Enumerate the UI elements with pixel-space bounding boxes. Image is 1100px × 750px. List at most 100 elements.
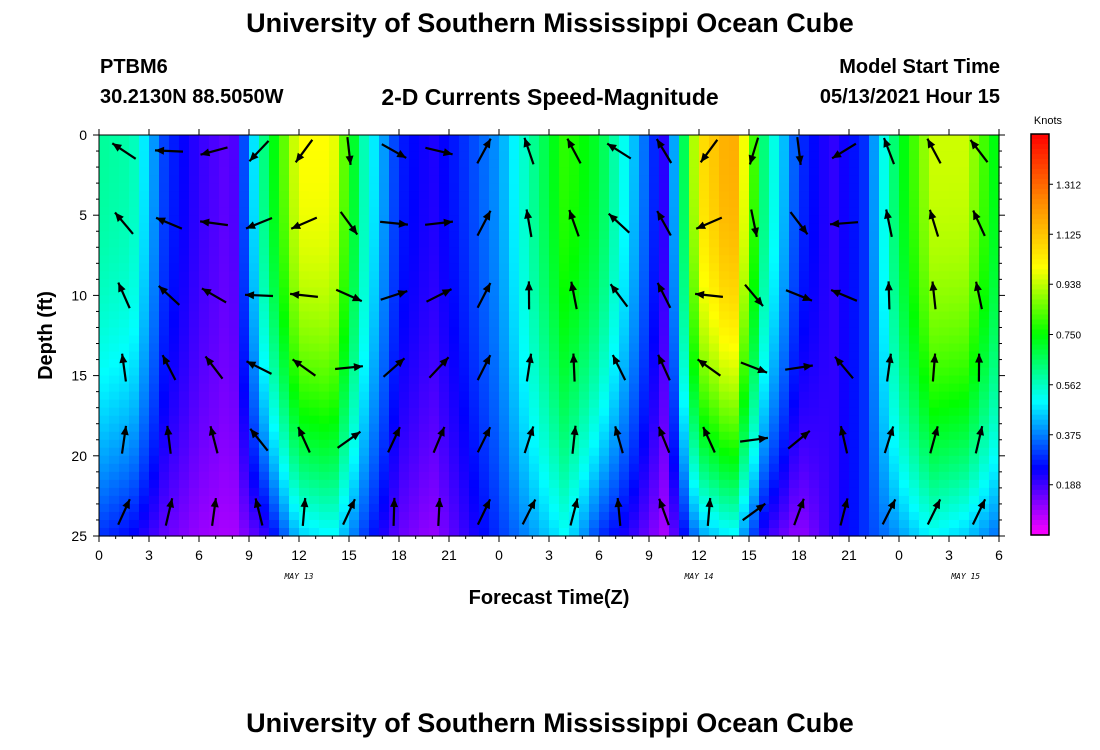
current-vector-arrow (699, 139, 719, 163)
heatmap-cell (759, 399, 770, 409)
heatmap-cell (609, 391, 620, 401)
heatmap-cell (599, 407, 610, 417)
heatmap-cell (139, 199, 150, 208)
heatmap-cell (539, 447, 550, 457)
heatmap-cell (639, 247, 650, 256)
heatmap-cell (529, 151, 540, 160)
current-vector-arrow (569, 353, 578, 382)
heatmap-cell (869, 311, 880, 321)
heatmap-cell (199, 335, 210, 345)
heatmap-cell (449, 335, 460, 345)
station-coordinates: 30.2130N 88.5050W (100, 86, 284, 108)
heatmap-cell (259, 511, 270, 521)
heatmap-cell (769, 199, 780, 208)
heatmap-cell (529, 335, 540, 345)
heatmap-cell (549, 487, 560, 497)
heatmap-cell (529, 351, 540, 361)
heatmap-cell (409, 447, 420, 457)
heatmap-cell (809, 271, 820, 280)
heatmap-cell (429, 439, 440, 449)
heatmap-cell (499, 495, 510, 505)
heatmap-cell (359, 479, 370, 489)
heatmap-cell (679, 215, 690, 224)
heatmap-cell (809, 247, 820, 256)
heatmap-cell (449, 399, 460, 409)
heatmap-cell (959, 351, 970, 361)
heatmap-cell (959, 415, 970, 425)
heatmap-cell (619, 263, 630, 272)
heatmap-cell (859, 439, 870, 449)
heatmap-cell (629, 519, 640, 529)
heatmap-cell (499, 159, 510, 168)
heatmap-cell (589, 407, 600, 417)
heatmap-cell (589, 239, 600, 248)
heatmap-cell (459, 359, 470, 369)
heatmap-cell (779, 471, 790, 481)
heatmap-cell (759, 135, 770, 144)
heatmap-cell (749, 527, 760, 537)
heatmap-cell (209, 351, 220, 361)
heatmap-cell (439, 447, 450, 457)
heatmap-cell (889, 423, 900, 433)
heatmap-cell (889, 183, 900, 192)
heatmap-cell (809, 303, 820, 313)
heatmap-cell (819, 287, 830, 296)
heatmap-cell (939, 447, 950, 457)
heatmap-cell (679, 503, 690, 513)
heatmap-cell (219, 287, 230, 296)
heatmap-cell (259, 295, 270, 305)
heatmap-cell (759, 223, 770, 232)
heatmap-cell (729, 479, 740, 489)
heatmap-cell (839, 511, 850, 521)
heatmap-cell (909, 407, 920, 417)
heatmap-cell (649, 527, 660, 537)
heatmap-cell (959, 319, 970, 329)
heatmap-cell (399, 383, 410, 393)
heatmap-cell (179, 215, 190, 224)
heatmap-cell (989, 407, 1000, 417)
heatmap-cell (919, 399, 930, 409)
heatmap-cell (99, 391, 110, 401)
current-vector-arrow (335, 288, 363, 303)
heatmap-cell (269, 495, 280, 505)
heatmap-cell (499, 367, 510, 377)
heatmap-cell (289, 207, 300, 216)
heatmap-cell (679, 199, 690, 208)
heatmap-cell (899, 231, 910, 240)
heatmap-cell (659, 303, 670, 313)
heatmap-cell (939, 319, 950, 329)
heatmap-cell (779, 479, 790, 489)
heatmap-cell (279, 287, 290, 296)
heatmap-cell (989, 143, 1000, 152)
heatmap-cell (559, 407, 570, 417)
heatmap-cell (149, 487, 160, 497)
heatmap-cell (859, 487, 870, 497)
heatmap-cell (199, 135, 210, 144)
heatmap-cell (229, 167, 240, 176)
heatmap-cell (309, 327, 320, 337)
heatmap-cell (879, 239, 890, 248)
heatmap-cell (229, 431, 240, 441)
heatmap-cell (409, 351, 420, 361)
heatmap-cell (919, 191, 930, 200)
heatmap-cell (709, 519, 720, 529)
heatmap-cell (879, 495, 890, 505)
heatmap-cell (219, 407, 230, 417)
heatmap-cell (129, 439, 140, 449)
heatmap-cell (839, 455, 850, 465)
heatmap-cell (339, 263, 350, 272)
heatmap-cell (599, 375, 610, 385)
heatmap-cell (789, 151, 800, 160)
heatmap-cell (679, 415, 690, 425)
heatmap-cell (889, 415, 900, 425)
heatmap-cell (129, 415, 140, 425)
heatmap-cell (279, 319, 290, 329)
heatmap-cell (649, 415, 660, 425)
heatmap-cell (479, 423, 490, 433)
heatmap-cell (239, 343, 250, 353)
heatmap-cell (639, 359, 650, 369)
heatmap-cell (419, 503, 430, 513)
heatmap-cell (139, 399, 150, 409)
heatmap-cell (229, 271, 240, 280)
current-vector-arrow (830, 288, 858, 302)
